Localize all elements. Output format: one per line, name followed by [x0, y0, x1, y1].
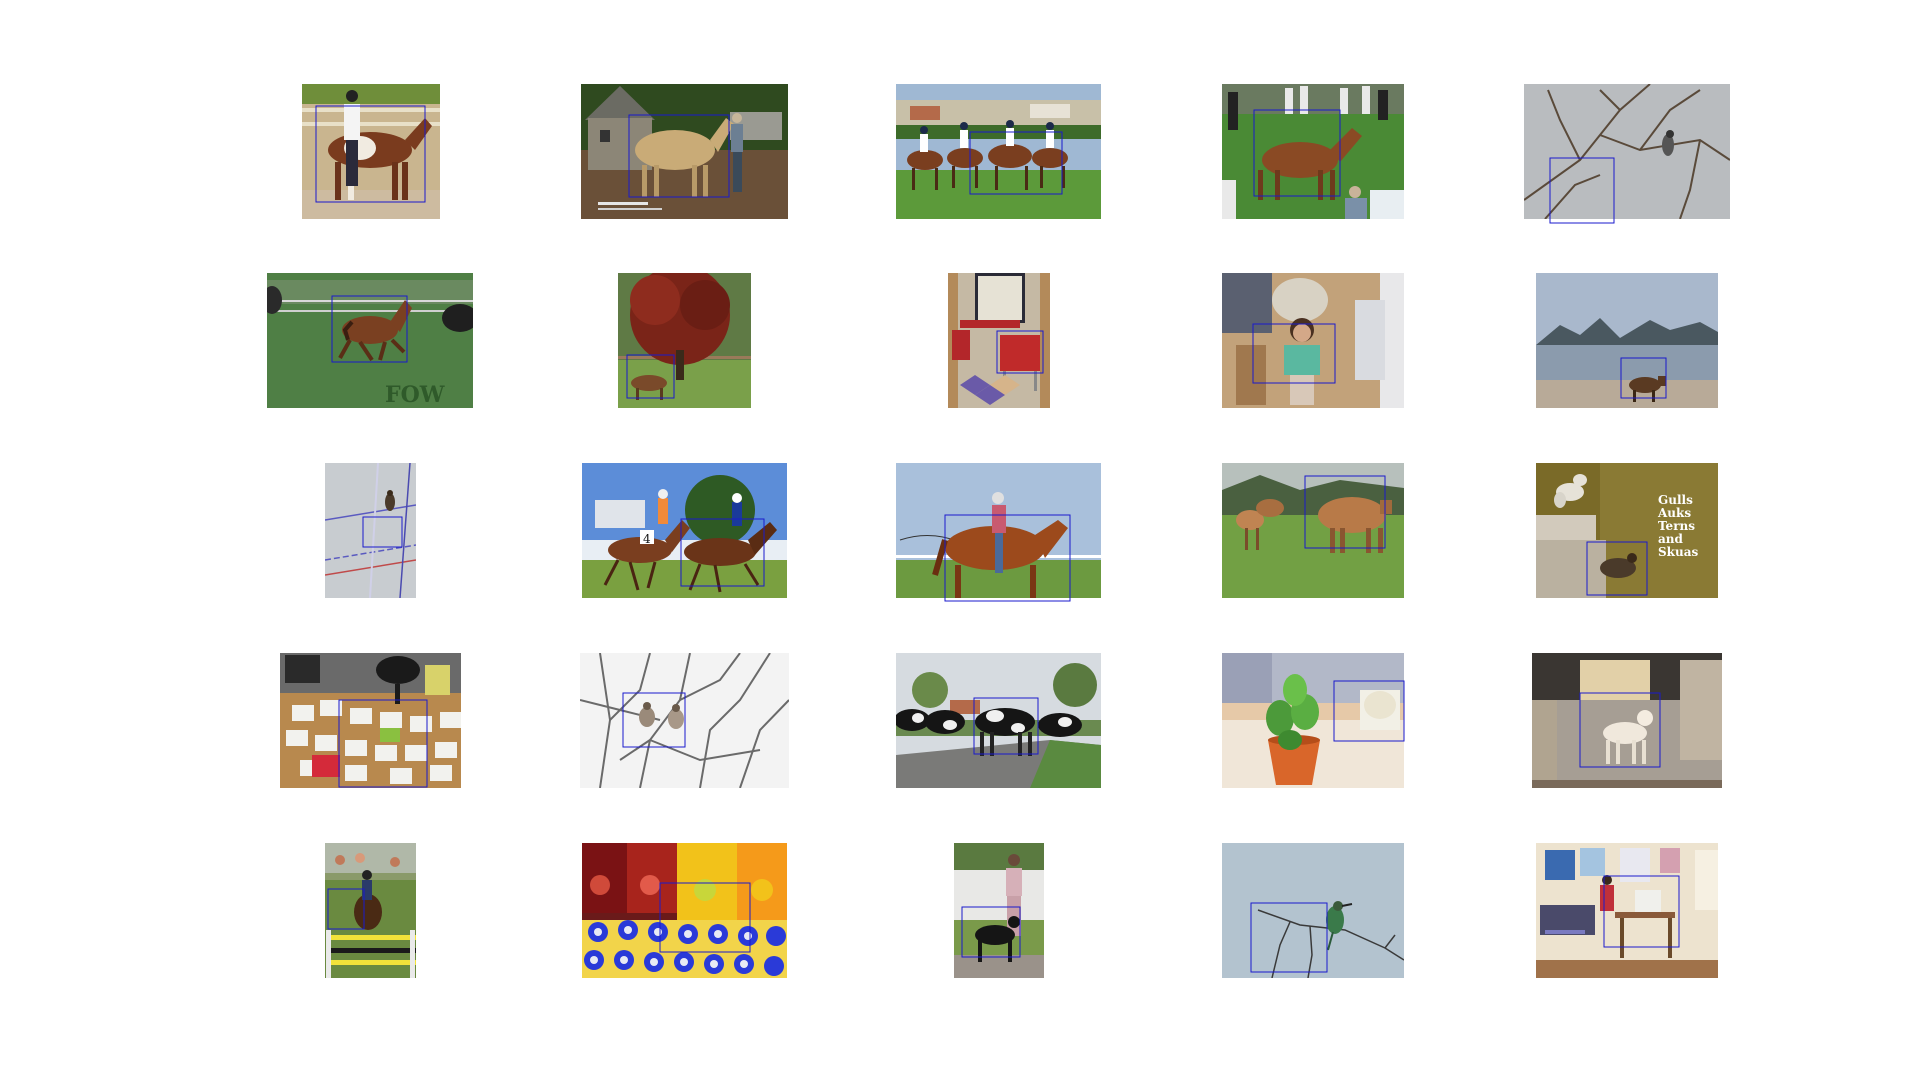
bounding-box — [331, 295, 408, 363]
museum-sign-text: Gulls Auks Terns and Skuas — [1657, 493, 1698, 559]
bounding-box — [327, 888, 365, 930]
thumbnail-horse-person-paddock — [302, 84, 440, 219]
thumbnail-cows-crossing-road — [896, 653, 1101, 788]
thumbnail-woman-riding-horse — [896, 463, 1101, 598]
thumbnail-horse-crowd-grass — [1222, 84, 1404, 219]
bounding-box — [961, 906, 1021, 958]
thumbnail-red-tree-horse — [618, 273, 751, 408]
jersey-number: 4 — [643, 532, 651, 546]
bounding-box — [338, 699, 428, 788]
thumbnail-pony-running: FOW — [267, 273, 473, 408]
bounding-box — [973, 697, 1039, 755]
bounding-box — [1603, 875, 1680, 948]
bounding-box — [1250, 902, 1328, 973]
thumbnail-cow-lakeside — [1536, 273, 1718, 408]
thumbnail-horse-jumping — [325, 843, 416, 978]
thumbnail-gulls-museum-sign: Gulls Auks Terns and Skuas — [1536, 463, 1718, 598]
bounding-box — [1586, 541, 1648, 596]
thumbnail-dog-on-court — [325, 463, 416, 598]
thumbnail-palomino-stone-house — [581, 84, 788, 219]
bounding-box — [944, 514, 1071, 602]
thumbnail-horse-race: 4 — [582, 463, 787, 598]
sign-line: and — [1658, 532, 1684, 546]
bounding-box — [1333, 680, 1405, 742]
bounding-box — [1579, 692, 1661, 768]
bounding-box — [1304, 475, 1386, 549]
thumbnail-bird-bare-branches — [1524, 84, 1730, 219]
thumbnail-cows-field — [1222, 463, 1404, 598]
sign-line: Auks — [1657, 506, 1691, 520]
thumbnail-drink-bottles — [582, 843, 787, 978]
bounding-box — [996, 330, 1044, 374]
bounding-box — [622, 692, 686, 748]
thumbnail-bird-on-twig — [1222, 843, 1404, 978]
thumbnail-woman-with-dog — [954, 843, 1044, 978]
thumbnail-kitchen-chairs — [948, 273, 1050, 408]
sign-line: Gulls — [1658, 493, 1693, 507]
bounding-box — [628, 114, 730, 198]
bounding-box — [1620, 357, 1667, 399]
bounding-box — [1252, 323, 1336, 384]
thumbnail-dog-living-room — [1532, 653, 1722, 788]
bounding-box — [969, 131, 1063, 195]
sign-line: Skuas — [1658, 545, 1698, 559]
thumbnail-riders-on-field — [896, 84, 1101, 219]
bounding-box — [659, 882, 751, 953]
thumbnail-child-dentist-chair — [1222, 273, 1404, 408]
bounding-box — [680, 518, 765, 587]
thumbnail-papers-on-floor — [280, 653, 461, 788]
bounding-box — [1549, 157, 1615, 224]
sign-line: Terns — [1658, 519, 1695, 533]
bounding-box — [362, 516, 403, 548]
thumbnail-room-with-desk — [1536, 843, 1718, 978]
bounding-box — [315, 105, 426, 203]
bounding-box — [1253, 109, 1341, 197]
fow-watermark: FOW — [385, 382, 445, 408]
thumbnail-potted-plant — [1222, 653, 1404, 788]
bounding-box — [626, 354, 675, 399]
